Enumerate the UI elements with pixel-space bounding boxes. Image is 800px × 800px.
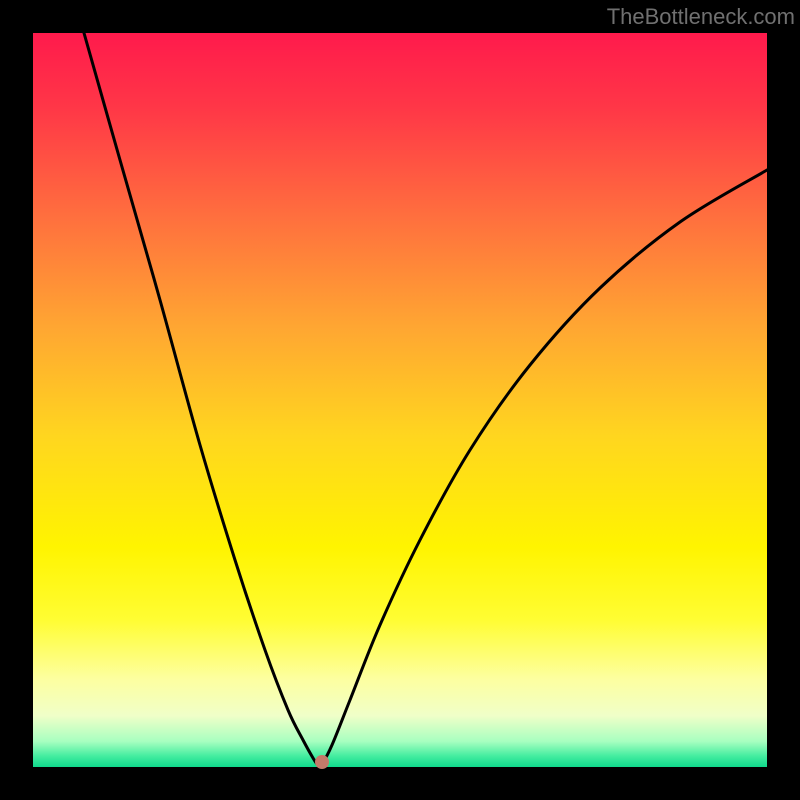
optimal-point-marker	[315, 755, 329, 769]
watermark-text: TheBottleneck.com	[607, 4, 795, 30]
gradient-plot-area	[33, 33, 767, 767]
chart-container: TheBottleneck.com	[0, 0, 800, 800]
